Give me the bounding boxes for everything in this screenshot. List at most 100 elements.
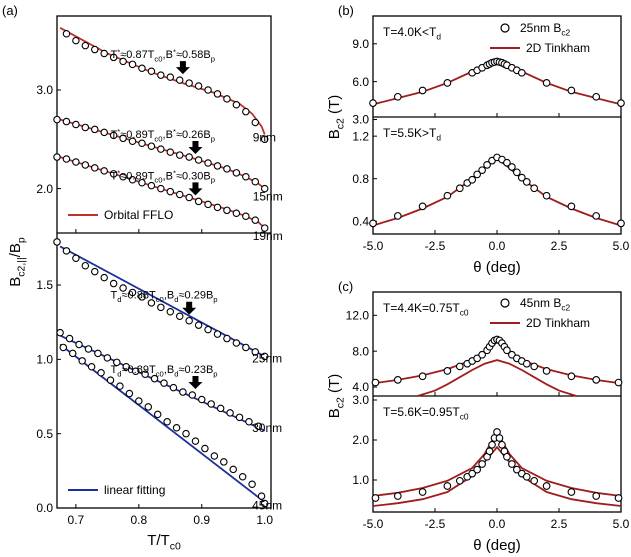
data-point-c-bottom: [530, 476, 539, 485]
series-label-25nm: 25nm: [252, 351, 282, 365]
data-point-45nm: [87, 363, 96, 371]
data-point-b-top: [369, 99, 377, 107]
data-point-15nm: [204, 159, 212, 167]
data-point-9nm: [166, 73, 175, 81]
panel-b-bottom-y-tick-label: 0.4: [352, 214, 369, 228]
data-point-30nm: [207, 400, 215, 408]
panel-c-bottom-y-tick-label: 2.0: [352, 433, 369, 447]
data-point-45nm: [68, 349, 77, 358]
data-point-b-top: [418, 86, 427, 95]
panel-c-xlabel: θ (deg): [473, 537, 521, 554]
data-point-9nm: [185, 79, 193, 87]
data-point-30nm: [75, 340, 83, 349]
series-label-9nm: 9nm: [253, 130, 276, 144]
data-point-15nm: [175, 151, 184, 159]
data-point-9nm: [62, 30, 71, 38]
fit-line-b-bottom: [372, 157, 622, 227]
data-point-9nm: [260, 135, 269, 144]
data-point-b-top: [517, 68, 526, 77]
annotation-c-top: T=4.4K=0.75Tc0: [383, 301, 469, 318]
data-point-30nm: [179, 388, 187, 396]
data-point-c-top: [455, 362, 464, 371]
data-point-25nm: [128, 288, 137, 297]
data-point-15nm: [157, 145, 165, 153]
panel-c-x-tick-label: -5.0: [363, 517, 384, 531]
data-point-45nm: [106, 376, 115, 384]
data-point-25nm: [100, 273, 108, 282]
data-point-b-top: [542, 79, 551, 87]
data-point-15nm: [72, 120, 80, 129]
panel-a-x-tick-label: 1.0: [256, 513, 273, 527]
panel-b-xlabel: θ (deg): [473, 259, 521, 276]
panel-b-x-tick-label: 5.0: [613, 239, 630, 253]
panel-b-ylabel: Bc2 (T): [326, 95, 347, 139]
data-point-45nm: [125, 389, 134, 398]
panel-a-bottom-y-tick-label: 1.5: [36, 278, 53, 292]
panel-c-top-y-tick-label: 4.0: [352, 380, 369, 394]
panel-b-bottom-y-tick-label: 0.8: [352, 172, 369, 186]
data-point-25nm: [91, 267, 99, 276]
data-point-9nm: [81, 41, 90, 50]
data-point-25nm: [138, 293, 146, 301]
data-point-30nm: [150, 374, 159, 383]
data-point-c-top: [530, 362, 539, 371]
legend-marker-label-b: 25nm Bc2: [520, 21, 571, 38]
data-point-b-bottom: [443, 191, 452, 200]
data-point-c-bottom: [567, 488, 576, 496]
annotation-30nm: Td≈0.89Tc0,Bd≈0.23Bp: [111, 364, 218, 378]
data-point-15nm: [242, 173, 250, 181]
data-point-b-bottom: [468, 175, 477, 184]
panel-b-top-y-tick-label: 6.0: [352, 75, 369, 89]
data-point-b-bottom: [512, 168, 521, 177]
data-point-19nm: [157, 184, 165, 193]
data-point-19nm: [138, 178, 146, 187]
data-point-45nm: [191, 437, 200, 445]
legend-label-fflo: Orbital FFLO: [104, 208, 173, 222]
data-point-b-bottom: [542, 191, 551, 200]
panel-c-bottom-y-tick-label: 3.0: [352, 393, 369, 407]
legend-marker-b: [500, 23, 510, 33]
data-point-9nm: [128, 60, 137, 69]
panel-a-ylabel: Bc2,||/Bp: [7, 237, 28, 287]
data-point-30nm: [122, 363, 130, 371]
panel-c-top-y-tick-label: 8.0: [352, 344, 369, 358]
data-point-45nm: [257, 492, 266, 500]
annotation-9nm: T*≈0.87Tc0,B*≈0.58Bp: [111, 47, 216, 63]
data-point-45nm: [220, 458, 228, 466]
data-point-25nm: [53, 238, 61, 246]
data-point-15nm: [138, 139, 146, 147]
data-point-30nm: [188, 391, 197, 399]
data-point-c-bottom: [592, 492, 601, 500]
panel-c-top-y-tick-label: 12.0: [346, 309, 370, 323]
panel-b-bottom-y-tick-label: 1.2: [352, 129, 369, 143]
data-point-25nm: [194, 321, 203, 329]
data-point-30nm: [216, 404, 225, 413]
data-point-45nm: [163, 418, 171, 426]
data-point-30nm: [169, 383, 178, 392]
data-point-19nm: [204, 200, 212, 209]
data-point-9nm: [204, 86, 212, 94]
panel-a-frame: [56, 15, 272, 509]
data-point-15nm: [147, 142, 156, 150]
data-point-9nm: [251, 118, 260, 127]
data-point-b-bottom: [508, 163, 516, 171]
data-point-19nm: [213, 203, 222, 212]
data-point-15nm: [81, 123, 90, 132]
data-point-c-top: [614, 378, 623, 387]
data-point-30nm: [198, 395, 206, 404]
legend-marker-c: [500, 298, 510, 308]
data-point-15nm: [194, 156, 203, 164]
panel-c-x-tick-label: 5.0: [613, 517, 630, 531]
data-point-b-bottom: [617, 219, 625, 228]
data-point-19nm: [260, 224, 269, 232]
panel-b-x-tick-label: 2.5: [551, 239, 568, 253]
data-point-9nm: [147, 67, 156, 75]
legend-line-label-b: 2D Tinkham: [526, 41, 590, 55]
panel-b-top-y-tick-label: 3.0: [352, 113, 369, 127]
data-point-c-top: [418, 372, 427, 381]
data-point-c-bottom: [508, 460, 516, 468]
panel-c-x-tick-label: 0.0: [489, 517, 506, 531]
data-point-c-top: [371, 378, 380, 387]
data-point-9nm: [242, 107, 250, 116]
data-point-45nm: [210, 452, 219, 460]
